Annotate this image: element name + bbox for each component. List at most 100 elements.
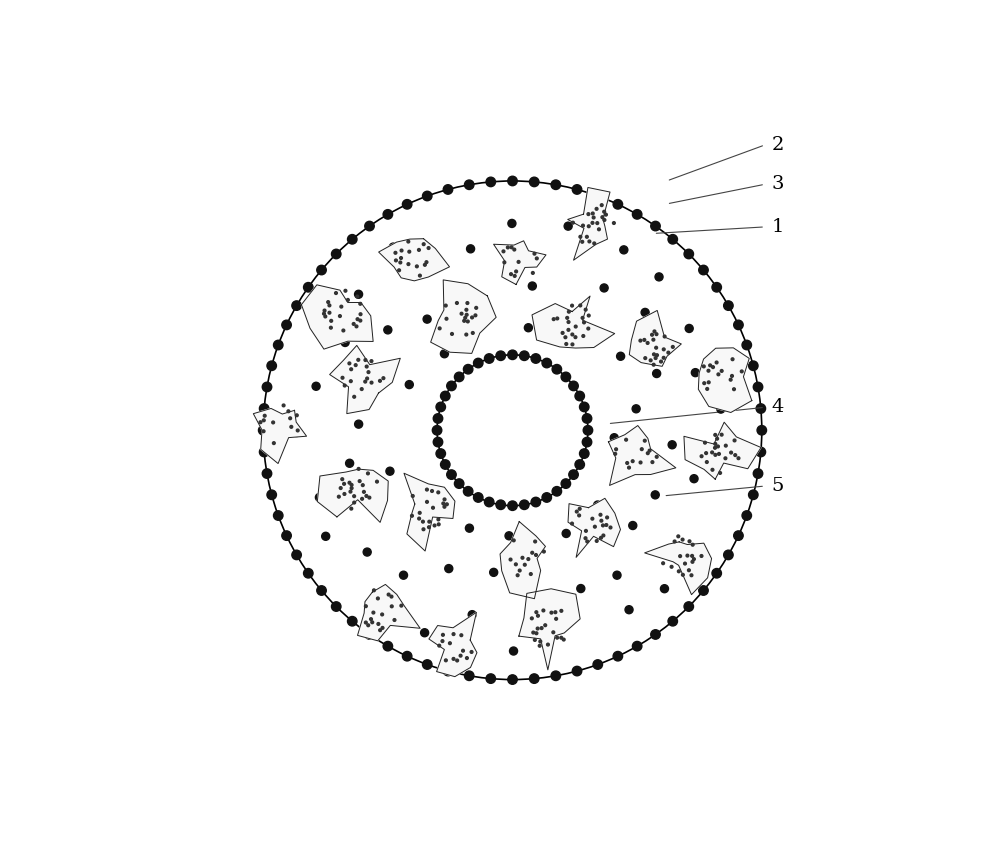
Circle shape (592, 216, 595, 219)
Circle shape (292, 301, 301, 310)
Circle shape (323, 309, 326, 312)
Circle shape (560, 609, 563, 613)
Circle shape (547, 643, 549, 646)
Circle shape (651, 461, 654, 463)
Circle shape (535, 257, 538, 260)
Circle shape (411, 515, 413, 517)
Circle shape (704, 441, 706, 444)
Circle shape (756, 404, 766, 413)
Circle shape (486, 674, 496, 683)
Polygon shape (317, 469, 388, 522)
Circle shape (690, 475, 698, 483)
Circle shape (711, 469, 714, 471)
Circle shape (282, 320, 291, 330)
Text: 4: 4 (772, 398, 784, 417)
Circle shape (421, 629, 429, 636)
Circle shape (474, 314, 477, 317)
Circle shape (643, 338, 646, 342)
Circle shape (569, 381, 578, 391)
Circle shape (437, 354, 588, 506)
Circle shape (684, 602, 694, 611)
Circle shape (330, 326, 332, 329)
Circle shape (518, 569, 521, 572)
Circle shape (317, 265, 326, 274)
Circle shape (424, 263, 426, 266)
Circle shape (366, 377, 369, 380)
Circle shape (614, 452, 617, 455)
Circle shape (348, 362, 351, 365)
Circle shape (353, 395, 356, 398)
Circle shape (335, 291, 337, 295)
Circle shape (529, 177, 539, 187)
Circle shape (267, 361, 276, 371)
Circle shape (571, 304, 573, 307)
Circle shape (346, 459, 354, 467)
Circle shape (564, 316, 572, 324)
Circle shape (419, 274, 421, 277)
Circle shape (523, 563, 526, 566)
Circle shape (668, 440, 676, 449)
Circle shape (456, 659, 459, 662)
Circle shape (536, 627, 539, 630)
Circle shape (364, 380, 367, 383)
Circle shape (655, 456, 658, 458)
Circle shape (600, 520, 603, 522)
Circle shape (418, 511, 421, 515)
Circle shape (367, 371, 370, 373)
Circle shape (355, 291, 363, 298)
Circle shape (356, 295, 359, 298)
Circle shape (729, 378, 732, 381)
Circle shape (274, 340, 283, 349)
Circle shape (471, 316, 473, 319)
Circle shape (567, 320, 570, 324)
Circle shape (662, 356, 665, 360)
Circle shape (533, 639, 536, 642)
Circle shape (432, 425, 442, 435)
Circle shape (594, 526, 596, 528)
Circle shape (737, 457, 740, 459)
Circle shape (267, 490, 276, 499)
Circle shape (671, 346, 674, 348)
Circle shape (681, 538, 684, 541)
Circle shape (644, 357, 647, 360)
Circle shape (562, 529, 570, 538)
Circle shape (555, 618, 558, 620)
Circle shape (339, 486, 342, 489)
Circle shape (670, 566, 673, 568)
Polygon shape (698, 348, 752, 412)
Circle shape (422, 521, 424, 523)
Circle shape (365, 366, 368, 368)
Circle shape (617, 352, 625, 360)
Circle shape (574, 336, 577, 338)
Circle shape (432, 506, 434, 509)
Circle shape (312, 383, 320, 390)
Circle shape (631, 460, 634, 463)
Circle shape (377, 597, 379, 600)
Circle shape (361, 498, 363, 500)
Circle shape (535, 611, 538, 613)
Circle shape (384, 325, 392, 334)
Circle shape (317, 586, 326, 596)
Circle shape (655, 273, 663, 281)
Circle shape (415, 527, 423, 535)
Circle shape (422, 528, 425, 531)
Circle shape (705, 452, 707, 454)
Circle shape (567, 310, 570, 313)
Circle shape (383, 210, 393, 219)
Circle shape (594, 501, 602, 509)
Circle shape (433, 437, 443, 446)
Circle shape (398, 269, 400, 272)
Circle shape (724, 444, 727, 447)
Circle shape (348, 617, 357, 626)
Polygon shape (684, 423, 761, 479)
Circle shape (648, 449, 651, 452)
Circle shape (552, 365, 562, 374)
Circle shape (530, 617, 533, 619)
Circle shape (539, 640, 542, 643)
Circle shape (352, 323, 355, 325)
Circle shape (425, 261, 428, 263)
Circle shape (443, 498, 446, 501)
Circle shape (606, 516, 608, 519)
Circle shape (328, 304, 331, 307)
Circle shape (688, 540, 691, 543)
